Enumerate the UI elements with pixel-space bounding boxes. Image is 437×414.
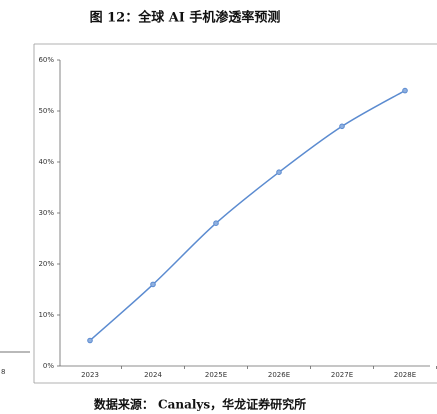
x-tick-label: 2028E [394, 371, 416, 379]
point [87, 337, 93, 344]
chart-title: 图 12：全球 AI 手机渗透率预测 [90, 10, 281, 26]
y-tick-label: 0% [43, 362, 54, 370]
x-tick-label: 2025E [205, 371, 227, 379]
point [150, 281, 156, 288]
point [402, 87, 408, 94]
x-tick-label: 2023 [81, 371, 99, 379]
series-line [89, 89, 406, 342]
y-tick-label: 10% [38, 311, 54, 319]
neighbor-label: 8 [1, 368, 5, 376]
x-tick-label: 2024 [144, 371, 162, 379]
point [276, 169, 282, 175]
point [339, 123, 345, 130]
y-tick-label: 20% [38, 260, 54, 268]
y-tick-label: 30% [38, 209, 54, 217]
y-tick-label: 40% [38, 158, 54, 166]
source: 数据来源： Canalys，华龙证券研究所 [94, 397, 306, 412]
y-tick-label: 50% [38, 107, 54, 115]
x-tick-label: 2026E [268, 371, 290, 379]
x-tick-label: 2027E [331, 371, 353, 379]
point [213, 220, 219, 226]
y-tick-label: 60% [38, 56, 54, 64]
